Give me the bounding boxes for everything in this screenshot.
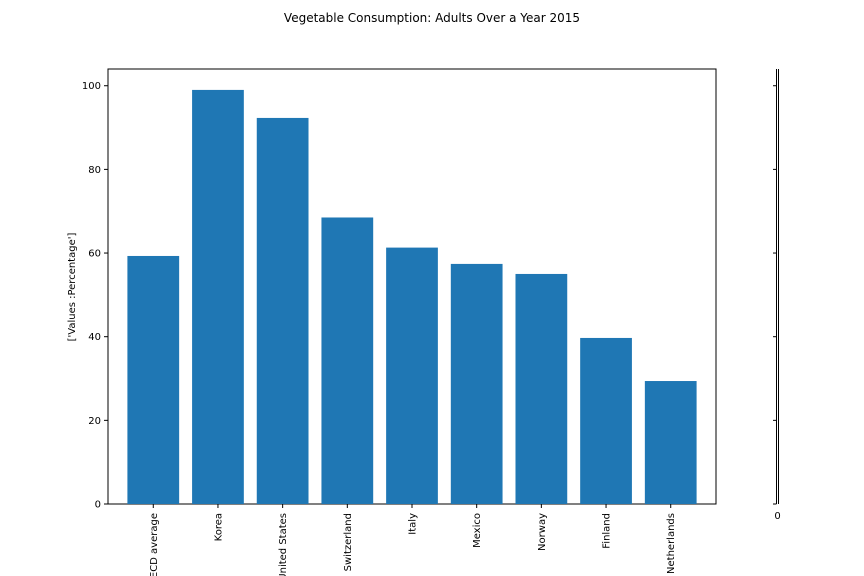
y-tick-label: 0: [95, 500, 101, 511]
x-tick-label: Finland: [602, 513, 613, 549]
x-tick-label: Switzerland: [343, 513, 354, 571]
bar: [127, 255, 180, 504]
bar: [515, 273, 568, 504]
bar: [386, 247, 438, 505]
y-tick-label: 20: [88, 416, 101, 427]
y-axis-label: ['Values :Percentage']: [67, 233, 78, 342]
bars: [127, 89, 697, 505]
secondary-axis: 0: [773, 69, 781, 522]
bar: [321, 217, 374, 504]
x-tick-label: Norway: [537, 513, 548, 551]
x-tick-label: Korea: [213, 513, 224, 541]
y-tick-label: 40: [88, 332, 101, 343]
bar: [580, 337, 632, 504]
x-tick-label: United States: [278, 513, 289, 576]
x-tick-label: OECD average: [149, 513, 160, 576]
y-tick-label: 60: [88, 249, 101, 260]
secondary-axis-tick-label: 0: [774, 511, 780, 522]
x-axis: OECD average Korea United States Switzerlan…: [149, 504, 677, 576]
y-tick-label: 80: [88, 165, 101, 176]
x-tick-label: Mexico: [472, 513, 483, 548]
bar: [644, 381, 697, 504]
chart-title: Vegetable Consumption: Adults Over a Yea…: [284, 11, 580, 25]
bar: [192, 89, 244, 505]
bar: [450, 263, 503, 504]
y-tick-label: 100: [82, 81, 101, 92]
x-tick-label: Italy: [408, 513, 419, 535]
x-tick-label: Netherlands: [666, 513, 677, 574]
y-axis: 0 20 40 60 80 100: [82, 81, 108, 511]
bar: [256, 117, 309, 504]
